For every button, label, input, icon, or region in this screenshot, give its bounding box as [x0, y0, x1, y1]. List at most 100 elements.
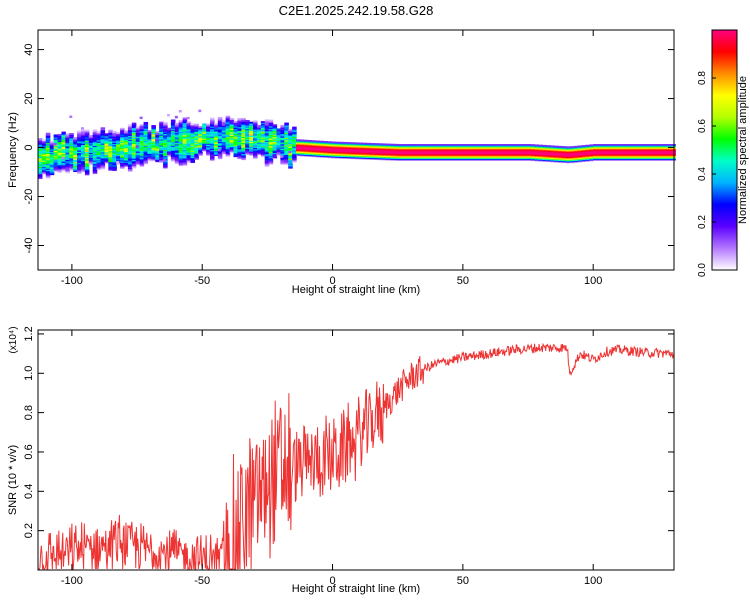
heatmap-cell: [608, 156, 614, 158]
heatmap-cell: [292, 141, 297, 144]
heatmap-cell: [589, 150, 594, 152]
heatmap-cell: [284, 127, 289, 130]
heatmap-cell: [432, 151, 438, 154]
heatmap-cell: [57, 157, 63, 160]
heatmap-cell: [401, 151, 407, 154]
heatmap-cell: [49, 170, 55, 173]
heatmap-cell: [350, 143, 356, 145]
heatmap-cell: [159, 148, 164, 151]
heatmap-cell: [452, 157, 457, 160]
heatmap-cell: [112, 150, 117, 153]
heatmap-cell: [452, 156, 457, 159]
heatmap-cell: [194, 138, 199, 141]
heatmap-cell: [491, 156, 497, 158]
heatmap-cell: [479, 150, 485, 153]
heatmap-cell: [436, 158, 442, 161]
heatmap-cell: [585, 154, 590, 156]
heatmap-cell: [170, 140, 176, 143]
heatmap-cell: [147, 130, 152, 132]
heatmap-cell: [92, 139, 98, 142]
heatmap-cell: [155, 141, 160, 144]
heatmap-cell: [127, 152, 133, 155]
heatmap-cell: [245, 124, 250, 127]
heatmap-cell: [628, 158, 633, 161]
heatmap-cell: [108, 150, 113, 153]
heatmap-cell: [53, 160, 59, 162]
heatmap-cell: [147, 135, 152, 137]
heatmap-cell: [233, 149, 238, 152]
heatmap-cell: [81, 166, 86, 169]
heatmap-cell: [268, 133, 274, 135]
heatmap-cell: [178, 110, 182, 113]
heatmap-cell: [202, 139, 207, 142]
heatmap-cell: [210, 134, 215, 137]
heatmap-cell: [217, 121, 223, 124]
heatmap-cell: [538, 151, 543, 153]
heatmap-cell: [206, 138, 211, 141]
heatmap-cell: [77, 153, 82, 156]
heatmap-cell: [151, 149, 156, 152]
heatmap-cell: [280, 154, 285, 157]
heatmap-cell: [170, 151, 176, 154]
heatmap-cell: [323, 146, 328, 149]
heatmap-cell: [413, 155, 418, 157]
heatmap-cell: [303, 144, 309, 146]
colorbar-scale: [711, 29, 738, 271]
heatmap-cell: [241, 143, 246, 146]
heatmap-cell: [139, 156, 145, 159]
heatmap-cell: [558, 151, 563, 154]
heatmap-cell: [522, 157, 528, 160]
heatmap-cell: [448, 150, 454, 153]
heatmap-cell: [425, 159, 430, 161]
heatmap-cell: [41, 160, 47, 163]
heatmap-cell: [522, 147, 528, 149]
heatmap-cell: [370, 155, 375, 158]
heatmap-cell: [456, 146, 461, 149]
heatmap-cell: [38, 145, 43, 148]
heatmap-cell: [131, 158, 137, 160]
heatmap-cell: [335, 144, 340, 146]
heatmap-cell: [170, 152, 176, 155]
heatmap-cell: [131, 154, 137, 157]
heatmap-cell: [585, 152, 590, 154]
heatmap-cell: [647, 152, 653, 155]
heatmap-cell: [335, 157, 340, 159]
heatmap-cell: [479, 154, 485, 156]
heatmap-cell: [178, 158, 184, 161]
heatmap-cell: [487, 145, 493, 148]
heatmap-cell: [268, 128, 274, 131]
heatmap-cell: [116, 140, 121, 143]
heatmap-cell: [448, 147, 454, 149]
heatmap-cell: [303, 147, 309, 149]
heatmap-cell: [389, 147, 395, 150]
heatmap-cell: [186, 131, 192, 134]
heatmap-cell: [593, 157, 598, 160]
heatmap-cell: [159, 158, 164, 161]
heatmap-cell: [362, 155, 368, 157]
heatmap-cell: [272, 142, 278, 145]
heatmap-cell: [647, 149, 653, 151]
heatmap-cell: [182, 157, 188, 160]
heatmap-cell: [593, 156, 598, 159]
heatmap-cell: [471, 158, 477, 161]
heatmap-cell: [397, 156, 403, 158]
heatmap-cell: [202, 133, 207, 136]
heatmap-cell: [163, 143, 168, 146]
heatmap-cell: [69, 142, 74, 145]
heatmap-cell: [507, 152, 512, 155]
heatmap-cell: [534, 150, 540, 152]
heatmap-cell: [608, 146, 614, 149]
heatmap-cell: [342, 148, 348, 151]
heatmap-cell: [151, 136, 156, 138]
heatmap-cell: [487, 144, 493, 146]
heatmap-cell: [178, 164, 184, 167]
heatmap-cell: [182, 123, 188, 126]
heatmap-cell: [542, 155, 547, 157]
heatmap-cell: [127, 157, 133, 160]
heatmap-cell: [92, 171, 98, 173]
heatmap-cell: [655, 150, 661, 152]
heatmap-cell: [604, 157, 610, 160]
heatmap-cell: [249, 142, 254, 145]
heatmap-cell: [38, 167, 43, 170]
heatmap-cell: [503, 153, 508, 155]
